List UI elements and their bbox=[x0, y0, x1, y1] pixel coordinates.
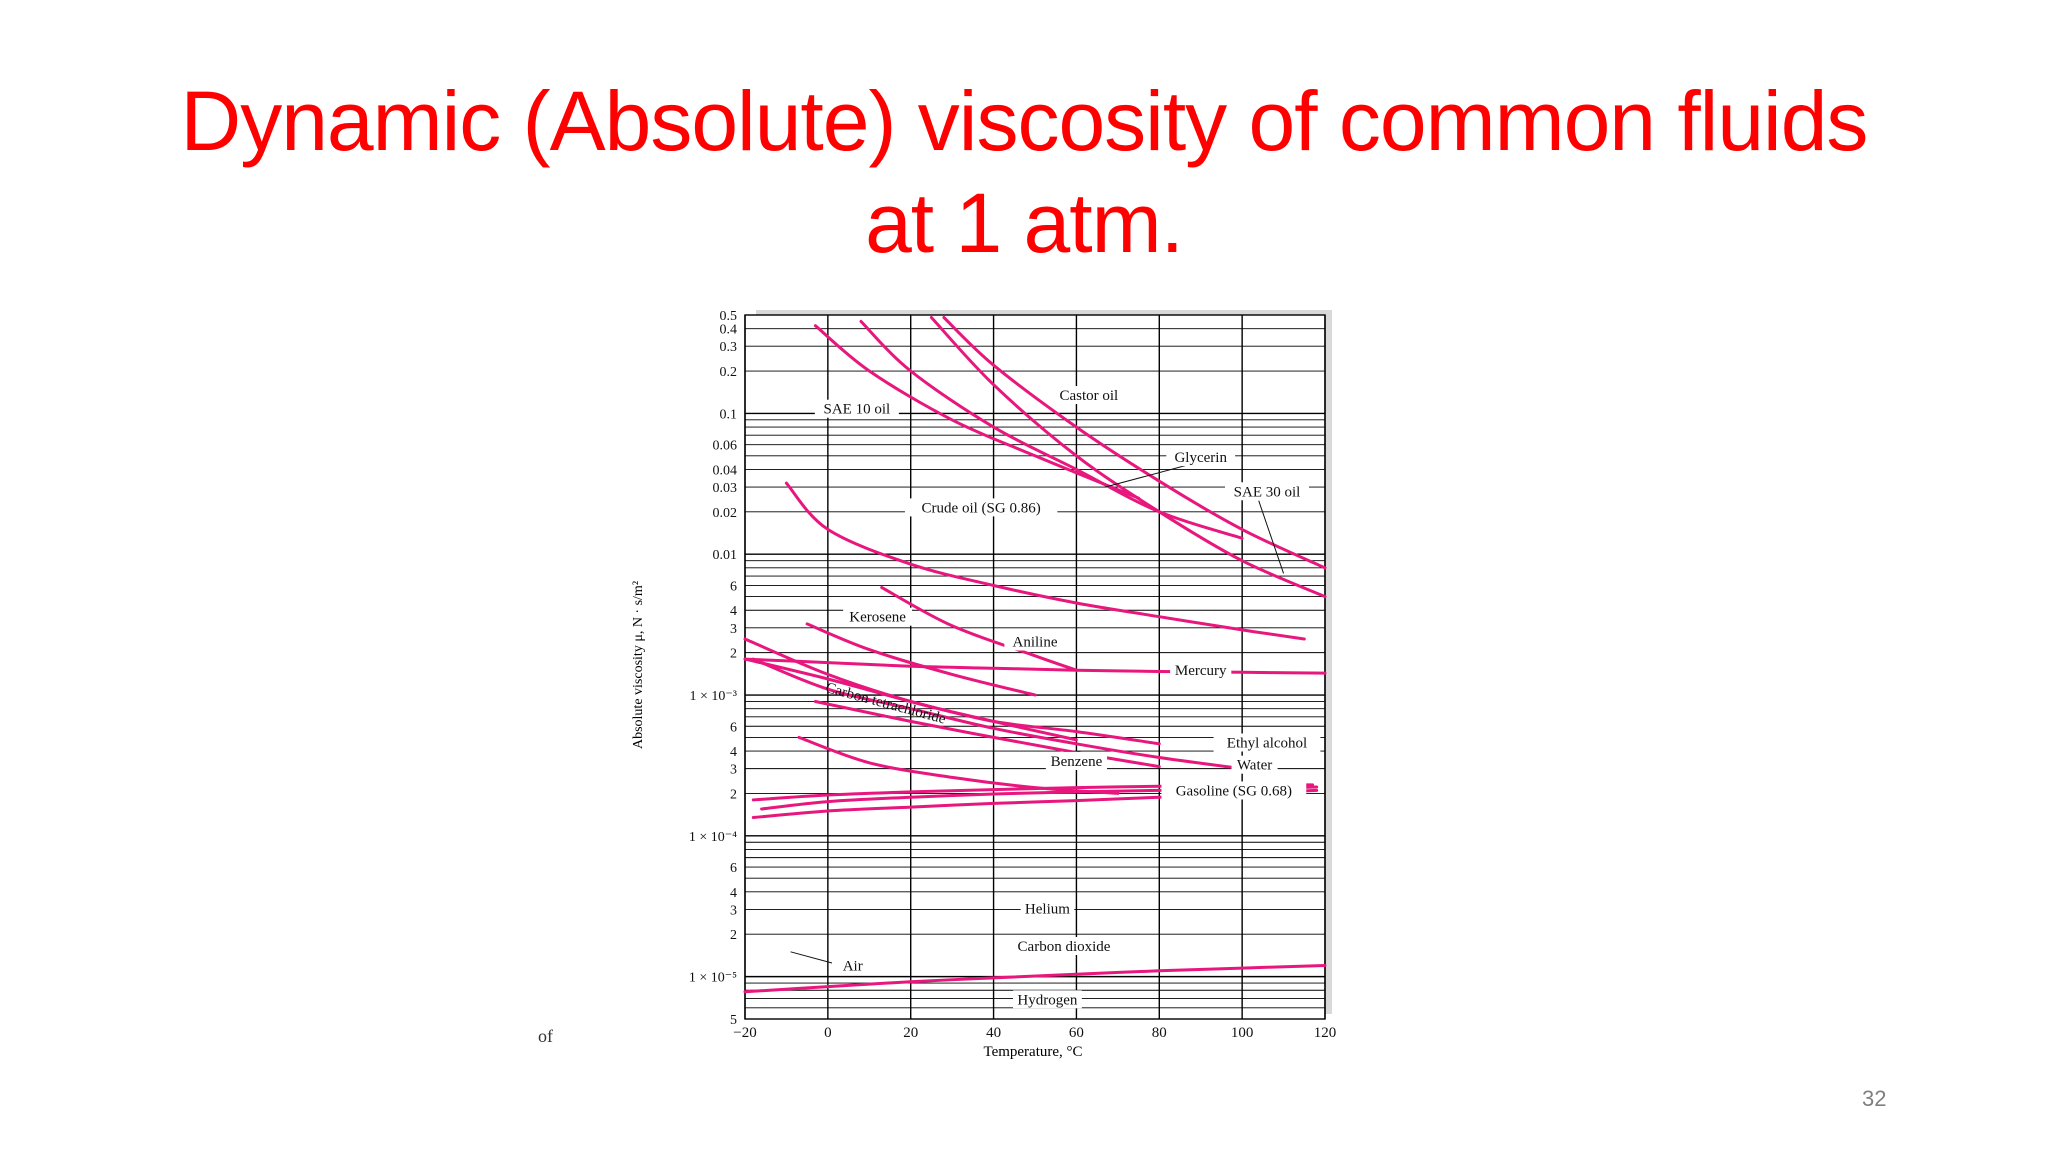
label-bg-sae-30-oil bbox=[1225, 482, 1309, 501]
y-tick-label: 4 bbox=[730, 745, 737, 760]
series-crude-oil-sg-0-86 bbox=[784, 481, 1306, 641]
x-tick-label: 40 bbox=[986, 1025, 1001, 1041]
label-sae-30-oil: SAE 30 oil bbox=[1234, 484, 1301, 500]
y-tick-label: 0.1 bbox=[720, 407, 738, 422]
y-tick-label: 1 × 10⁻⁵ bbox=[689, 971, 737, 986]
label-bg-mercury bbox=[1170, 661, 1232, 680]
x-tick-label: 60 bbox=[1069, 1025, 1084, 1041]
label-aniline: Aniline bbox=[1013, 634, 1058, 650]
viscosity-chart: SAE 10 oil Castor oil Glycerin SAE 30 oil Cr… bbox=[631, 309, 1336, 1060]
label-carbon-dioxide: Carbon dioxide bbox=[1018, 939, 1111, 955]
label-bg-sae-10-oil bbox=[814, 399, 899, 418]
x-tick-label: 80 bbox=[1152, 1025, 1167, 1041]
label-bg-kerosene bbox=[843, 607, 912, 626]
label-bg-glycerin bbox=[1166, 448, 1236, 467]
y-tick-label: 0.5 bbox=[720, 309, 738, 324]
label-benzene: Benzene bbox=[1051, 754, 1103, 770]
y-axis-label: Absolute viscosity μ, N · s/m² bbox=[631, 581, 646, 749]
label-hydrogen: Hydrogen bbox=[1017, 992, 1077, 1008]
y-tick-label: 2 bbox=[730, 787, 737, 802]
label-bg-crude-oil-sg-0-86 bbox=[904, 498, 1058, 517]
y-tick-label: 0.06 bbox=[713, 439, 738, 454]
label-bg-air bbox=[837, 956, 869, 975]
label-bg-aniline bbox=[1004, 632, 1066, 651]
y-tick-label: 3 bbox=[730, 622, 737, 637]
series-water bbox=[751, 657, 1244, 771]
series-glycerin bbox=[929, 316, 1327, 599]
x-tick-label: 100 bbox=[1231, 1025, 1254, 1041]
label-helium: Helium bbox=[1025, 901, 1070, 917]
series-gasoline-sg-0-68 bbox=[797, 735, 1120, 795]
series-castor-oil bbox=[859, 319, 1244, 540]
y-tick-label: 1 × 10⁻³ bbox=[690, 689, 737, 704]
x-tick-label: 120 bbox=[1314, 1025, 1337, 1041]
label-bg-water bbox=[1231, 755, 1278, 774]
series-hydrogen bbox=[743, 964, 1327, 994]
label-bg-hydrogen bbox=[1013, 990, 1082, 1009]
label-ethyl-alcohol: Ethyl alcohol bbox=[1227, 735, 1307, 751]
y-tick-label: 0.04 bbox=[713, 463, 738, 478]
y-tick-label: 5 bbox=[730, 1013, 737, 1028]
label-air: Air bbox=[843, 958, 863, 974]
label-bg-helium bbox=[1020, 899, 1075, 918]
plot-border bbox=[744, 314, 1326, 1020]
label-bg-benzene bbox=[1045, 751, 1108, 770]
y-tick-label: 0.02 bbox=[713, 506, 738, 521]
label-bg-ethyl-alcohol bbox=[1213, 733, 1321, 752]
tick-labels: 0.50.4 0.3 0.2 0.1 0.06 0.04 0.03 0.02 0.01 6 4 3 2 1… bbox=[689, 309, 1336, 1041]
x-axis-label: Temperature, °C bbox=[983, 1044, 1082, 1060]
y-tick-label: 1 × 10⁻⁴ bbox=[689, 830, 737, 845]
y-tick-label: 2 bbox=[730, 647, 737, 662]
y-tick-label: 6 bbox=[730, 861, 737, 876]
label-water: Water bbox=[1237, 758, 1272, 774]
label-crude-oil-sg-0-86: Crude oil (SG 0.86) bbox=[922, 500, 1041, 516]
y-tick-label: 0.4 bbox=[720, 323, 738, 338]
leader-line-air bbox=[790, 951, 833, 964]
y-tick-label: 0.2 bbox=[720, 365, 738, 380]
page-number: 32 bbox=[1862, 1086, 1887, 1111]
x-tick-label: −20 bbox=[733, 1025, 756, 1041]
label-kerosene: Kerosene bbox=[849, 610, 906, 626]
y-tick-label: 3 bbox=[730, 763, 737, 778]
label-sae-10-oil: SAE 10 oil bbox=[824, 402, 891, 418]
label-castor-oil: Castor oil bbox=[1059, 388, 1118, 404]
title-line-2: at 1 atm. bbox=[865, 176, 1184, 270]
page-title: Dynamic (Absolute) viscosity of common f… bbox=[0, 70, 2048, 274]
label-glycerin: Glycerin bbox=[1174, 450, 1227, 466]
y-tick-label: 0.01 bbox=[713, 548, 738, 563]
y-tick-label: 4 bbox=[730, 886, 737, 901]
label-bg-carbon-dioxide bbox=[1006, 936, 1122, 955]
series-aniline bbox=[880, 586, 1078, 672]
stray-text: of bbox=[538, 1026, 553, 1046]
x-tick-label: 0 bbox=[824, 1025, 832, 1041]
y-tick-label: 0.3 bbox=[720, 340, 738, 355]
y-tick-label: 6 bbox=[730, 579, 737, 594]
label-bg-castor-oil bbox=[1046, 386, 1131, 405]
series-kerosene bbox=[805, 622, 1037, 697]
y-tick-label: 2 bbox=[730, 928, 737, 943]
label-mercury: Mercury bbox=[1175, 663, 1227, 679]
x-tick-label: 20 bbox=[903, 1025, 918, 1041]
series-mercury bbox=[743, 657, 1327, 675]
label-bg-gasoline-sg-0-68 bbox=[1161, 781, 1307, 800]
y-tick-label: 6 bbox=[730, 720, 737, 735]
series-sae-30-oil bbox=[942, 316, 1327, 570]
y-tick-label: 4 bbox=[730, 604, 737, 619]
label-gasoline-sg-0-68: Gasoline (SG 0.68) bbox=[1176, 783, 1292, 799]
leader-line-sae-30-oil bbox=[1258, 500, 1285, 574]
series-ethyl-alcohol bbox=[743, 657, 1161, 746]
y-tick-label: 0.03 bbox=[713, 481, 738, 496]
y-tick-label: 3 bbox=[730, 903, 737, 918]
series-sae-10-oil bbox=[813, 324, 1141, 500]
title-line-1: Dynamic (Absolute) viscosity of common f… bbox=[180, 74, 1869, 168]
